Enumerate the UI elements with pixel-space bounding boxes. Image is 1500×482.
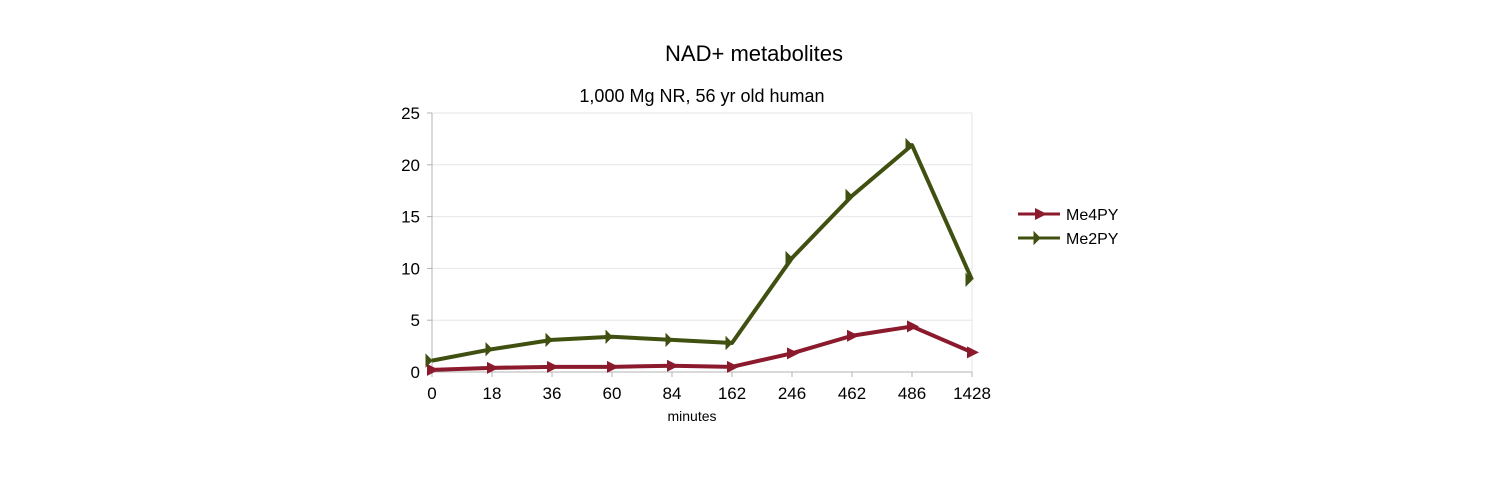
series-line <box>431 324 973 372</box>
x-tick-label: 1428 <box>953 384 991 403</box>
data-point <box>545 332 553 348</box>
data-point <box>725 335 733 351</box>
x-tick-label: 36 <box>543 384 562 403</box>
x-tick-label: 60 <box>603 384 622 403</box>
y-tick-label: 10 <box>401 259 420 278</box>
series-me4py <box>427 320 979 376</box>
data-point <box>605 329 613 344</box>
data-point <box>727 360 739 373</box>
data-point <box>847 329 859 342</box>
data-point <box>907 320 919 333</box>
x-tick-label: 486 <box>898 384 926 403</box>
data-point <box>427 363 439 376</box>
data-point <box>845 188 853 204</box>
x-tick-label: 246 <box>778 384 806 403</box>
y-tick-label: 25 <box>401 104 420 123</box>
axes <box>431 113 972 373</box>
y-tick-labels: 0 5 10 15 20 25 <box>401 104 432 382</box>
data-point <box>667 359 679 372</box>
series-me2py <box>425 137 974 368</box>
x-axis-title: minutes <box>667 408 716 424</box>
x-tick-label: 0 <box>427 384 436 403</box>
data-point <box>487 361 499 374</box>
legend-marker <box>1033 230 1041 246</box>
data-point <box>665 332 673 348</box>
legend-item-me4py: Me4PY <box>1018 207 1119 224</box>
legend: Me4PY Me2PY <box>1018 207 1119 248</box>
y-tick-label: 0 <box>411 363 420 382</box>
y-tick-label: 15 <box>401 208 420 227</box>
series-group <box>425 137 979 376</box>
legend-marker <box>1035 208 1047 220</box>
data-point <box>787 347 799 360</box>
x-tick-labels: 0 18 36 60 84 162 246 462 486 1428 <box>427 372 991 403</box>
legend-label: Me2PY <box>1066 231 1119 248</box>
x-tick-label: 18 <box>483 384 502 403</box>
x-tick-label: 462 <box>838 384 866 403</box>
data-point <box>965 272 973 288</box>
legend-item-me2py: Me2PY <box>1018 230 1119 248</box>
grid-lines <box>432 112 973 372</box>
data-point <box>905 137 913 153</box>
data-point <box>547 360 559 373</box>
series-line <box>431 143 974 363</box>
legend-label: Me4PY <box>1066 207 1119 224</box>
data-point <box>607 360 619 373</box>
chart-subtitle: 1,000 Mg NR, 56 yr old human <box>579 86 825 106</box>
y-tick-label: 5 <box>411 311 420 330</box>
data-point <box>425 353 433 368</box>
chart-title: NAD+ metabolites <box>665 41 843 66</box>
data-point <box>785 250 793 266</box>
y-tick-label: 20 <box>401 156 420 175</box>
data-point <box>485 342 493 357</box>
x-tick-label: 162 <box>718 384 746 403</box>
data-point <box>967 346 979 359</box>
x-tick-label: 84 <box>663 384 682 403</box>
